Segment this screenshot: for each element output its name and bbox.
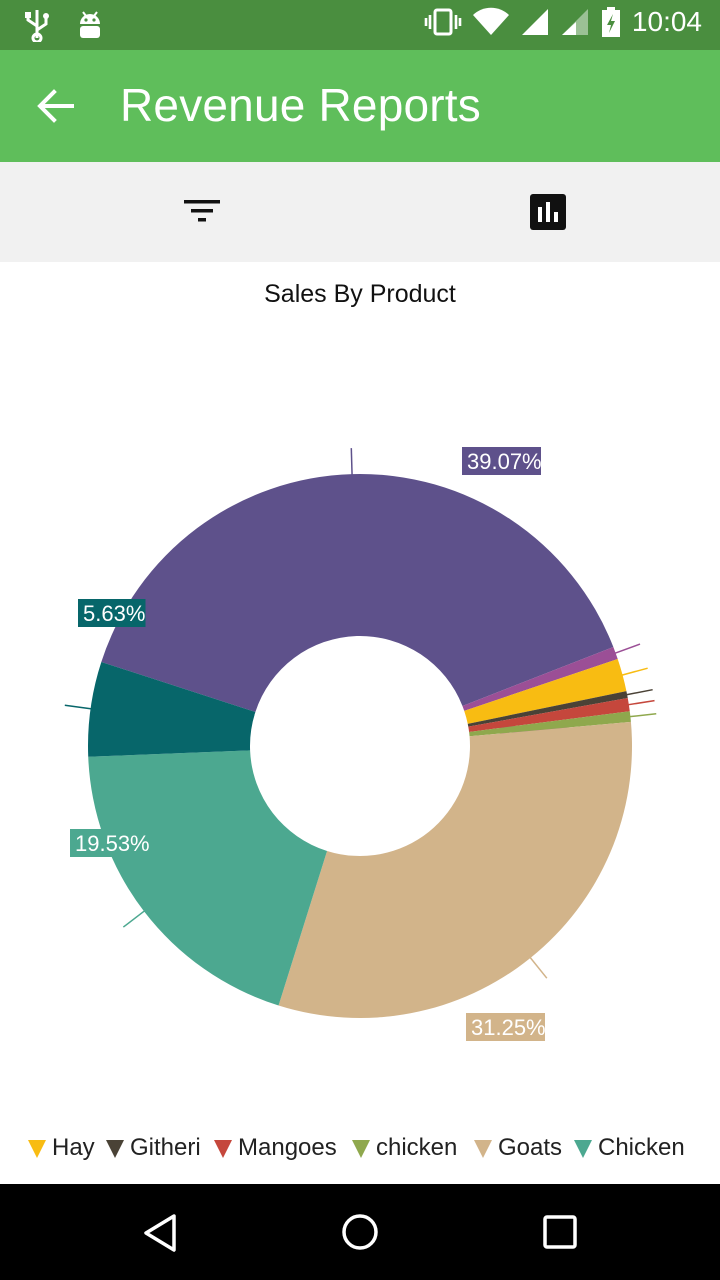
nav-bar bbox=[0, 1184, 720, 1280]
svg-text:5.63%: 5.63% bbox=[83, 601, 145, 626]
legend-swatch-icon bbox=[214, 1140, 232, 1158]
back-triangle-icon[interactable] bbox=[140, 1212, 182, 1254]
slice-leader-line bbox=[613, 643, 641, 655]
app-bar: Revenue Reports bbox=[0, 50, 720, 162]
slice-value-label: 5.63% bbox=[78, 599, 146, 627]
slice-leader-line bbox=[626, 699, 655, 706]
legend-label: Mangoes bbox=[238, 1134, 337, 1161]
legend-label: Githeri bbox=[130, 1134, 201, 1161]
slice-5 bbox=[468, 698, 630, 732]
slice-4 bbox=[467, 691, 628, 727]
svg-text:39.07%: 39.07% bbox=[467, 449, 542, 474]
legend-item: Githeri bbox=[106, 1134, 201, 1162]
android-icon bbox=[80, 11, 100, 38]
legend-label: chicken bbox=[376, 1134, 458, 1161]
arrow-back-icon[interactable] bbox=[34, 86, 78, 126]
legend-item: Mangoes bbox=[214, 1134, 337, 1162]
slice-3 bbox=[464, 659, 627, 724]
chart-legend: Hay Githeri Mangoes chicken Goats Chicken bbox=[0, 1134, 720, 1174]
usb-icon bbox=[25, 10, 49, 42]
filter-icon[interactable] bbox=[182, 196, 222, 226]
slice-leader-line bbox=[628, 713, 657, 718]
slice-leader-line bbox=[528, 955, 548, 979]
legend-label: Hay bbox=[52, 1134, 95, 1161]
slice-leader-line bbox=[350, 448, 353, 477]
chart-title: Sales By Product bbox=[264, 280, 456, 308]
slice-leader-line bbox=[620, 667, 648, 677]
legend-item: Hay bbox=[28, 1134, 95, 1162]
svg-text:31.25%: 31.25% bbox=[471, 1015, 546, 1040]
signal-icon bbox=[521, 9, 548, 35]
slice-9 bbox=[88, 661, 256, 757]
legend-item: Chicken bbox=[574, 1134, 685, 1162]
slice-1 bbox=[101, 473, 614, 713]
slice-leader-line bbox=[64, 704, 93, 710]
legend-swatch-icon bbox=[574, 1140, 592, 1158]
signal-weak-icon bbox=[561, 9, 588, 35]
battery-charging-icon bbox=[601, 7, 620, 37]
legend-swatch-icon bbox=[106, 1140, 124, 1158]
legend-item: chicken bbox=[352, 1134, 457, 1162]
legend-swatch-icon bbox=[474, 1140, 492, 1158]
sales-donut-chart: 39.07%0.75%1.95%0.41%0.78%0.63%31.25%19.… bbox=[64, 447, 657, 1041]
slice-leader-line bbox=[624, 688, 653, 696]
bar-chart-icon[interactable] bbox=[530, 194, 566, 230]
legend-label: Chicken bbox=[598, 1134, 685, 1161]
report-toolbar bbox=[0, 162, 720, 262]
legend-swatch-icon bbox=[352, 1140, 370, 1158]
legend-item: Goats bbox=[474, 1134, 562, 1162]
slice-value-label: 19.53% bbox=[70, 829, 150, 857]
page-title: Revenue Reports bbox=[120, 79, 481, 131]
status-bar: 10:04 bbox=[0, 0, 720, 50]
status-time: 10:04 bbox=[631, 6, 702, 37]
slice-2 bbox=[462, 646, 618, 711]
slice-7 bbox=[278, 721, 632, 1018]
slice-value-label: 31.25% bbox=[466, 1013, 546, 1041]
slice-6 bbox=[469, 711, 631, 737]
vibrate-icon bbox=[424, 8, 462, 36]
slice-value-label: 39.07% bbox=[462, 447, 542, 475]
slice-8 bbox=[88, 750, 328, 1006]
svg-text:19.53%: 19.53% bbox=[75, 831, 150, 856]
slice-leader-line bbox=[122, 909, 147, 928]
wifi-icon bbox=[472, 7, 509, 36]
legend-label: Goats bbox=[498, 1134, 563, 1161]
home-circle-icon[interactable] bbox=[340, 1212, 380, 1252]
legend-swatch-icon bbox=[28, 1140, 46, 1158]
recents-square-icon[interactable] bbox=[542, 1214, 578, 1250]
